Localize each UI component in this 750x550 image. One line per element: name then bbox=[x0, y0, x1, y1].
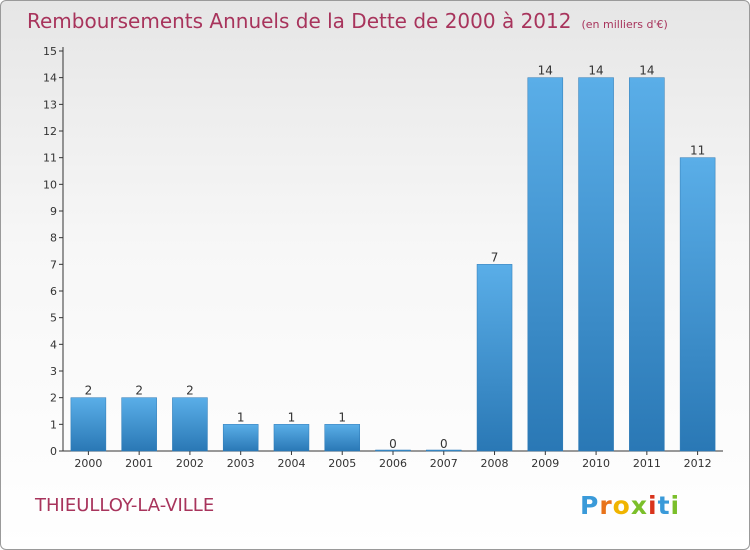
x-tick-label: 2006 bbox=[379, 457, 407, 470]
chart-title: Remboursements Annuels de la Dette de 20… bbox=[27, 9, 668, 33]
bar-2010 bbox=[578, 77, 614, 452]
chart-unit: (en milliers d'€) bbox=[581, 18, 668, 31]
data-label: 2 bbox=[135, 384, 143, 398]
data-label: 0 bbox=[440, 437, 448, 451]
y-tick-label: 9 bbox=[50, 205, 57, 218]
data-label: 2 bbox=[85, 384, 93, 398]
y-tick-label: 6 bbox=[50, 285, 57, 298]
bar-2006 bbox=[375, 449, 411, 452]
x-tick-label: 2003 bbox=[227, 457, 255, 470]
x-tick-label: 2008 bbox=[481, 457, 509, 470]
y-tick-label: 13 bbox=[43, 98, 57, 111]
x-tick-label: 2011 bbox=[633, 457, 661, 470]
logo-letter: i bbox=[648, 491, 658, 520]
bar-2001 bbox=[121, 397, 157, 452]
chart-labels: 2000 2 2001 2 2002 2 2003 1 2004 1 2005 1 2006 0 2007 0… bbox=[74, 64, 711, 470]
x-tick-label: 2005 bbox=[328, 457, 356, 470]
y-tick-label: 7 bbox=[50, 258, 57, 271]
chart-title-text: Remboursements Annuels de la Dette de 20… bbox=[27, 9, 572, 33]
data-label: 14 bbox=[538, 64, 553, 78]
y-tick-label: 0 bbox=[50, 445, 57, 458]
data-label: 1 bbox=[338, 410, 346, 424]
data-label: 7 bbox=[491, 250, 499, 264]
y-tick-label: 3 bbox=[50, 365, 57, 378]
proxiti-logo: Proxiti bbox=[580, 491, 680, 520]
logo-letter: x bbox=[630, 491, 648, 520]
bar-2011 bbox=[629, 77, 665, 452]
bar-2000 bbox=[70, 397, 107, 452]
logo-letter: r bbox=[599, 491, 613, 520]
city-name: THIEULLOY-LA-VILLE bbox=[35, 495, 215, 516]
x-tick-label: 2007 bbox=[430, 457, 458, 470]
bar-2003 bbox=[222, 424, 259, 452]
bar-2008 bbox=[476, 264, 513, 452]
y-tick-label: 10 bbox=[43, 178, 57, 191]
logo-letter: i bbox=[670, 491, 681, 520]
data-label: 0 bbox=[389, 437, 397, 451]
data-label: 2 bbox=[186, 384, 194, 398]
x-tick-label: 2012 bbox=[684, 457, 712, 470]
y-tick-label: 12 bbox=[43, 125, 57, 138]
y-tick-label: 5 bbox=[50, 312, 57, 325]
x-tick-label: 2001 bbox=[125, 457, 153, 470]
x-tick-label: 2004 bbox=[277, 457, 305, 470]
data-label: 14 bbox=[588, 64, 603, 78]
x-tick-label: 2002 bbox=[176, 457, 204, 470]
y-tick-label: 2 bbox=[50, 392, 57, 405]
x-tick-label: 2000 bbox=[74, 457, 102, 470]
y-tick-label: 14 bbox=[43, 72, 57, 85]
y-tick-label: 8 bbox=[50, 232, 57, 245]
bar-2005 bbox=[324, 424, 360, 452]
bar-2007 bbox=[426, 449, 462, 452]
logo-letter: t bbox=[657, 491, 671, 520]
x-tick-label: 2010 bbox=[582, 457, 610, 470]
bar-2012 bbox=[679, 157, 716, 452]
bar-2004 bbox=[273, 424, 310, 452]
x-tick-label: 2009 bbox=[531, 457, 559, 470]
bar-2002 bbox=[172, 397, 208, 452]
data-label: 1 bbox=[288, 410, 296, 424]
chart-bars bbox=[70, 77, 716, 452]
data-label: 14 bbox=[639, 64, 654, 78]
y-tick-label: 11 bbox=[43, 152, 57, 165]
y-tick-label: 15 bbox=[43, 45, 57, 58]
logo-letter: P bbox=[580, 491, 600, 520]
logo-letter: o bbox=[612, 491, 631, 520]
y-tick-label: 4 bbox=[50, 338, 57, 351]
data-label: 11 bbox=[690, 144, 705, 158]
y-tick-label: 1 bbox=[50, 418, 57, 431]
bar-2009 bbox=[527, 77, 564, 452]
data-label: 1 bbox=[237, 410, 245, 424]
